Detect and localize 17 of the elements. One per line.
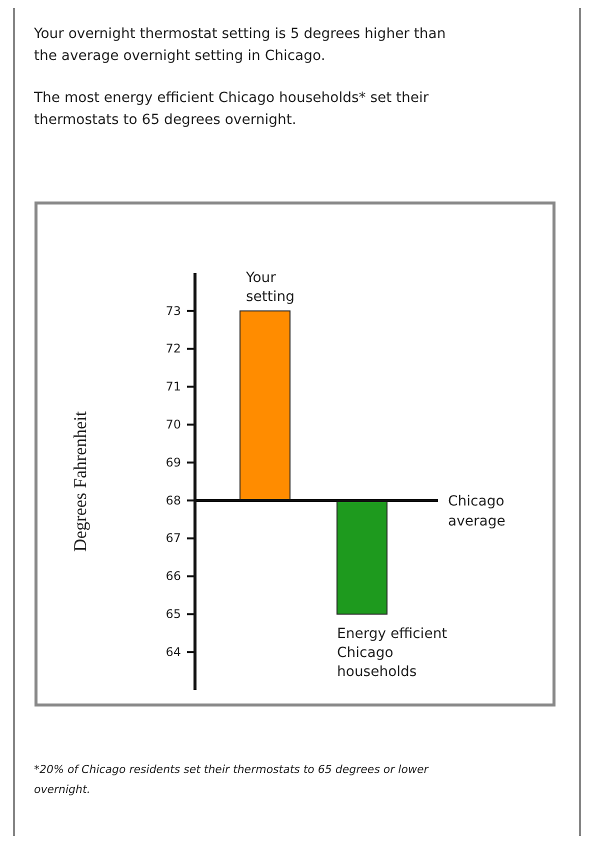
ref-line-label: Chicago average (448, 493, 506, 530)
y-tick-label: 71 (166, 380, 181, 394)
y-tick-label: 67 (166, 531, 181, 546)
x-tick-label: Your setting (245, 270, 295, 305)
x-tick-label: Energy efficient Chicago households (337, 626, 448, 680)
y-tick-label: 66 (166, 569, 181, 584)
y-tick-label: 65 (166, 607, 181, 622)
y-tick-label: 68 (166, 493, 181, 508)
y-tick-label: 64 (166, 644, 181, 659)
y-tick-label: 73 (166, 304, 181, 318)
y-tick-label: 72 (166, 342, 181, 356)
y-tick-label: 70 (166, 417, 181, 432)
chart-title: Your overnight thermostat setting is 5 degrees higher than the average overnight setting in Chicago. (33, 26, 446, 64)
y-axis-title: Degrees Fahrenheit (70, 411, 90, 552)
chart-subtitle: The most energy efficient Chicago households* set their thermostats to 65 degrees overnight. (33, 90, 429, 128)
text: *20% of Chicago residents set their thermostats to 65 degrees or lower overnight. (34, 763, 430, 796)
y-tick-label: 69 (166, 455, 181, 470)
